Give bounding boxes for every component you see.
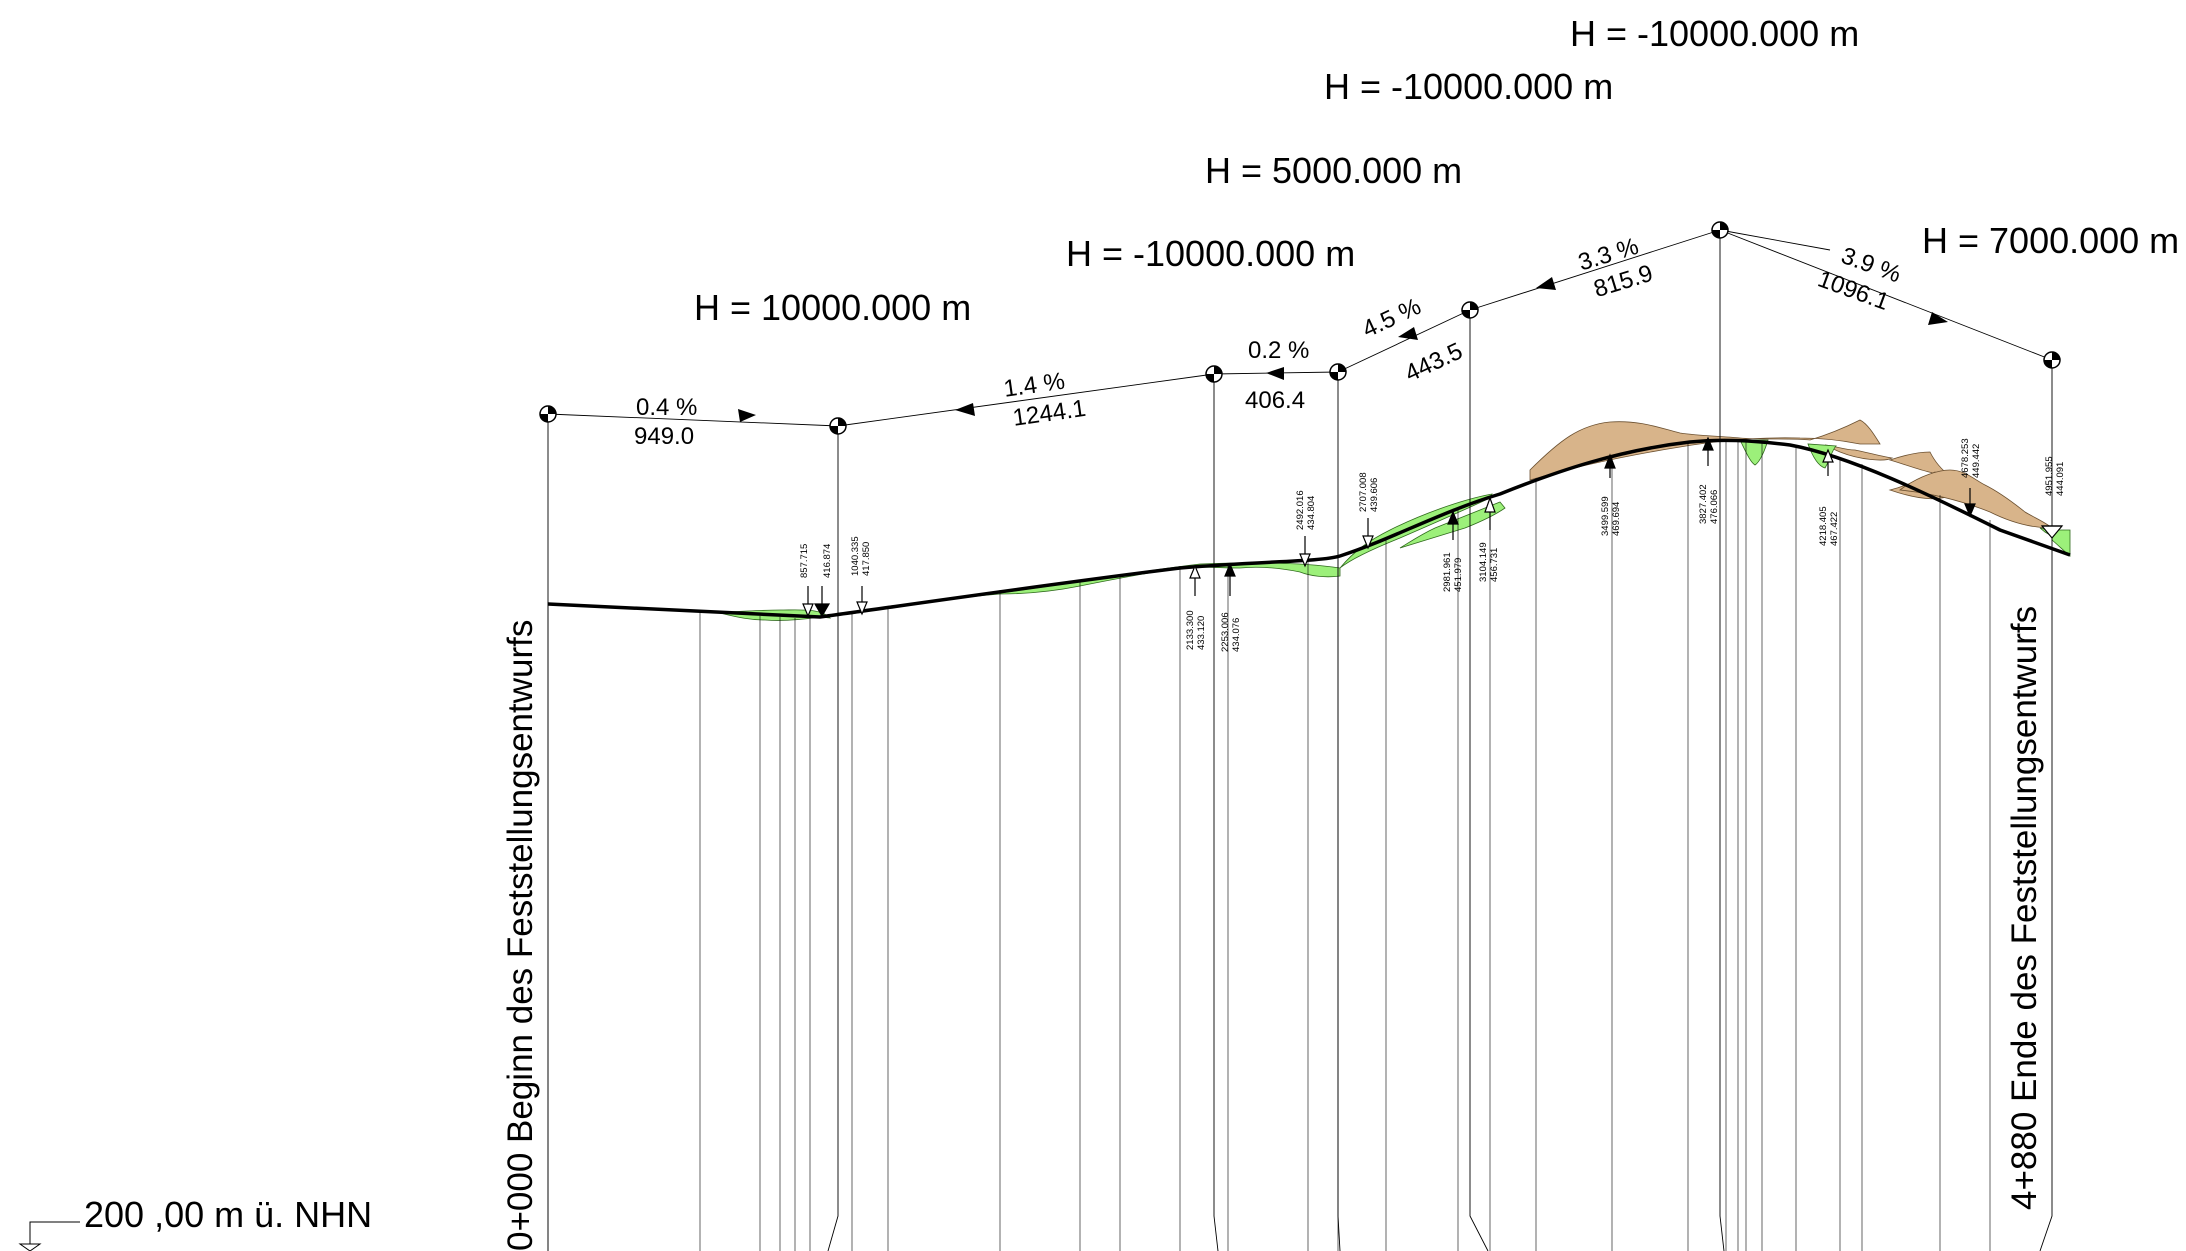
tangent-point-arrows [802,436,2064,618]
grade-arrow-left [1536,277,1556,290]
cut-area-descent-1 [1824,444,1894,461]
design-gradeline [547,438,2071,619]
tp-station: 3499.599 [1600,496,1611,536]
tp-arrow [1484,496,1496,530]
tp-elevation: 434.076 [1231,618,1242,652]
tp-elevation: 476.066 [1709,490,1720,524]
pvi-marker [829,417,847,435]
tp-elevation: 444.091 [2055,462,2066,496]
cut-areas [1529,419,2054,529]
tp-elevation: 467.422 [1829,512,1840,546]
tp-station: 2981.961 [1442,552,1453,592]
vc-radius-5: H = -10000.000 m [1570,13,1859,54]
tp-arrow [1189,564,1201,596]
tp-elevation: 456.731 [1489,548,1500,582]
datum-reference: 200 ,00 m ü. NHN [18,1194,372,1251]
tp-station: 857.715 [799,544,810,578]
grade-1-length: 949.0 [634,423,694,450]
vc-radius-1: H = 10000.000 m [694,287,971,328]
tp-station: 3104.149 [1478,542,1489,582]
station-verticals [547,440,1991,1251]
pvi-marker [1711,221,1729,239]
pvi-marker [539,405,557,423]
grade-2-percent: 1.4 % [1002,368,1067,403]
tp-station: 2133.300 [1185,610,1196,650]
vertical-curve-radii: H = 10000.000 m H = -10000.000 m H = 500… [694,13,2179,328]
pi-vertical-4 [1469,310,1489,1251]
tp-station: 3827.402 [1698,484,1709,524]
tp-elevation: 449.442 [1971,444,1982,478]
tp-arrow [1299,536,1311,568]
tp-station: 2492.016 [1295,490,1306,530]
tp-arrow [856,586,868,616]
tangent-point-labels: 857.715 416.874 1040.335 417.850 2133.30… [799,438,2066,652]
tp-station: 4678.253 [1960,438,1971,478]
grade-line [1337,309,1471,373]
tangent-point-verticals [547,230,2053,1251]
tp-elevation: 451.979 [1453,558,1464,592]
grade-line [547,413,839,427]
grade-arrow-left [955,403,975,416]
grade-line [1719,229,2053,361]
tp-station: 4218.405 [1818,506,1829,546]
grade-line-tail [1719,229,1831,251]
tp-elevation: 434.804 [1306,496,1317,530]
pi-vertical-5 [1719,230,1725,1251]
cut-area-descent-4 [1898,469,2054,529]
grade-line [837,373,1215,427]
grade-4-length: 443.5 [1401,338,1467,388]
cut-area-descent-2 [1888,451,1952,477]
grade-arrow-right [1928,312,1948,325]
grade-arrows [738,277,1948,422]
tp-arrow [813,586,831,618]
tp-elevation: 417.850 [861,542,872,576]
tp-elevation: 469.694 [1611,502,1622,536]
pvi-marker [2043,351,2061,369]
tp-arrow [1362,518,1374,550]
start-of-design-label: 0+000 Beginn des Feststellungsentwurfs [501,620,540,1251]
vc-radius-4: H = -10000.000 m [1324,66,1613,107]
tp-arrow [1964,488,1976,518]
tp-station: 1040.335 [850,536,861,576]
datum-label: 200 ,00 m ü. NHN [84,1194,372,1235]
vc-radius-2: H = -10000.000 m [1066,233,1355,274]
pi-vertical-end [2039,360,2053,1251]
tp-arrow [1224,562,1236,596]
datum-leader [29,1221,80,1251]
tp-arrow [2040,525,2064,539]
tp-arrow [1702,436,1714,466]
grade-line [1469,229,1721,311]
fill-area-crest-1 [1739,439,1769,466]
pvi-marker [1329,363,1347,381]
grade-arrow-left [1398,327,1418,340]
tp-arrow [1822,448,1834,476]
datum-triangle-icon [18,1243,42,1251]
pi-vertical-3 [1337,372,1341,1251]
tp-arrow [802,586,814,618]
grade-arrow-right [738,409,756,422]
tp-station: 4951.955 [2044,456,2055,496]
tp-station: 2707.008 [1358,472,1369,512]
tp-station: 2253.006 [1220,612,1231,652]
end-of-design-label: 4+880 Ende des Feststellungsentwurfs [2005,606,2044,1210]
vc-radius-3: H = 5000.000 m [1205,150,1462,191]
tp-arrow [1604,453,1616,478]
pvi-markers [539,221,2061,435]
tp-arrow [1447,510,1459,540]
grade-1-percent: 0.4 % [636,394,697,421]
grade-arrow-left [1266,367,1284,380]
pvi-marker [1461,301,1479,319]
grade-3-length: 406.4 [1245,387,1305,414]
tp-elevation: 416.874 [822,544,833,578]
grade-3-percent: 0.2 % [1248,337,1309,364]
pvi-marker [1205,365,1223,383]
vc-radius-6: H = 7000.000 m [1922,220,2179,261]
tp-elevation: 439.606 [1369,478,1380,512]
pi-vertical-2 [1213,376,1219,1251]
cut-area-crest [1529,419,1881,481]
pi-vertical-1 [827,426,839,1251]
fill-area-mid [849,562,1341,615]
tp-elevation: 433.120 [1196,616,1207,650]
